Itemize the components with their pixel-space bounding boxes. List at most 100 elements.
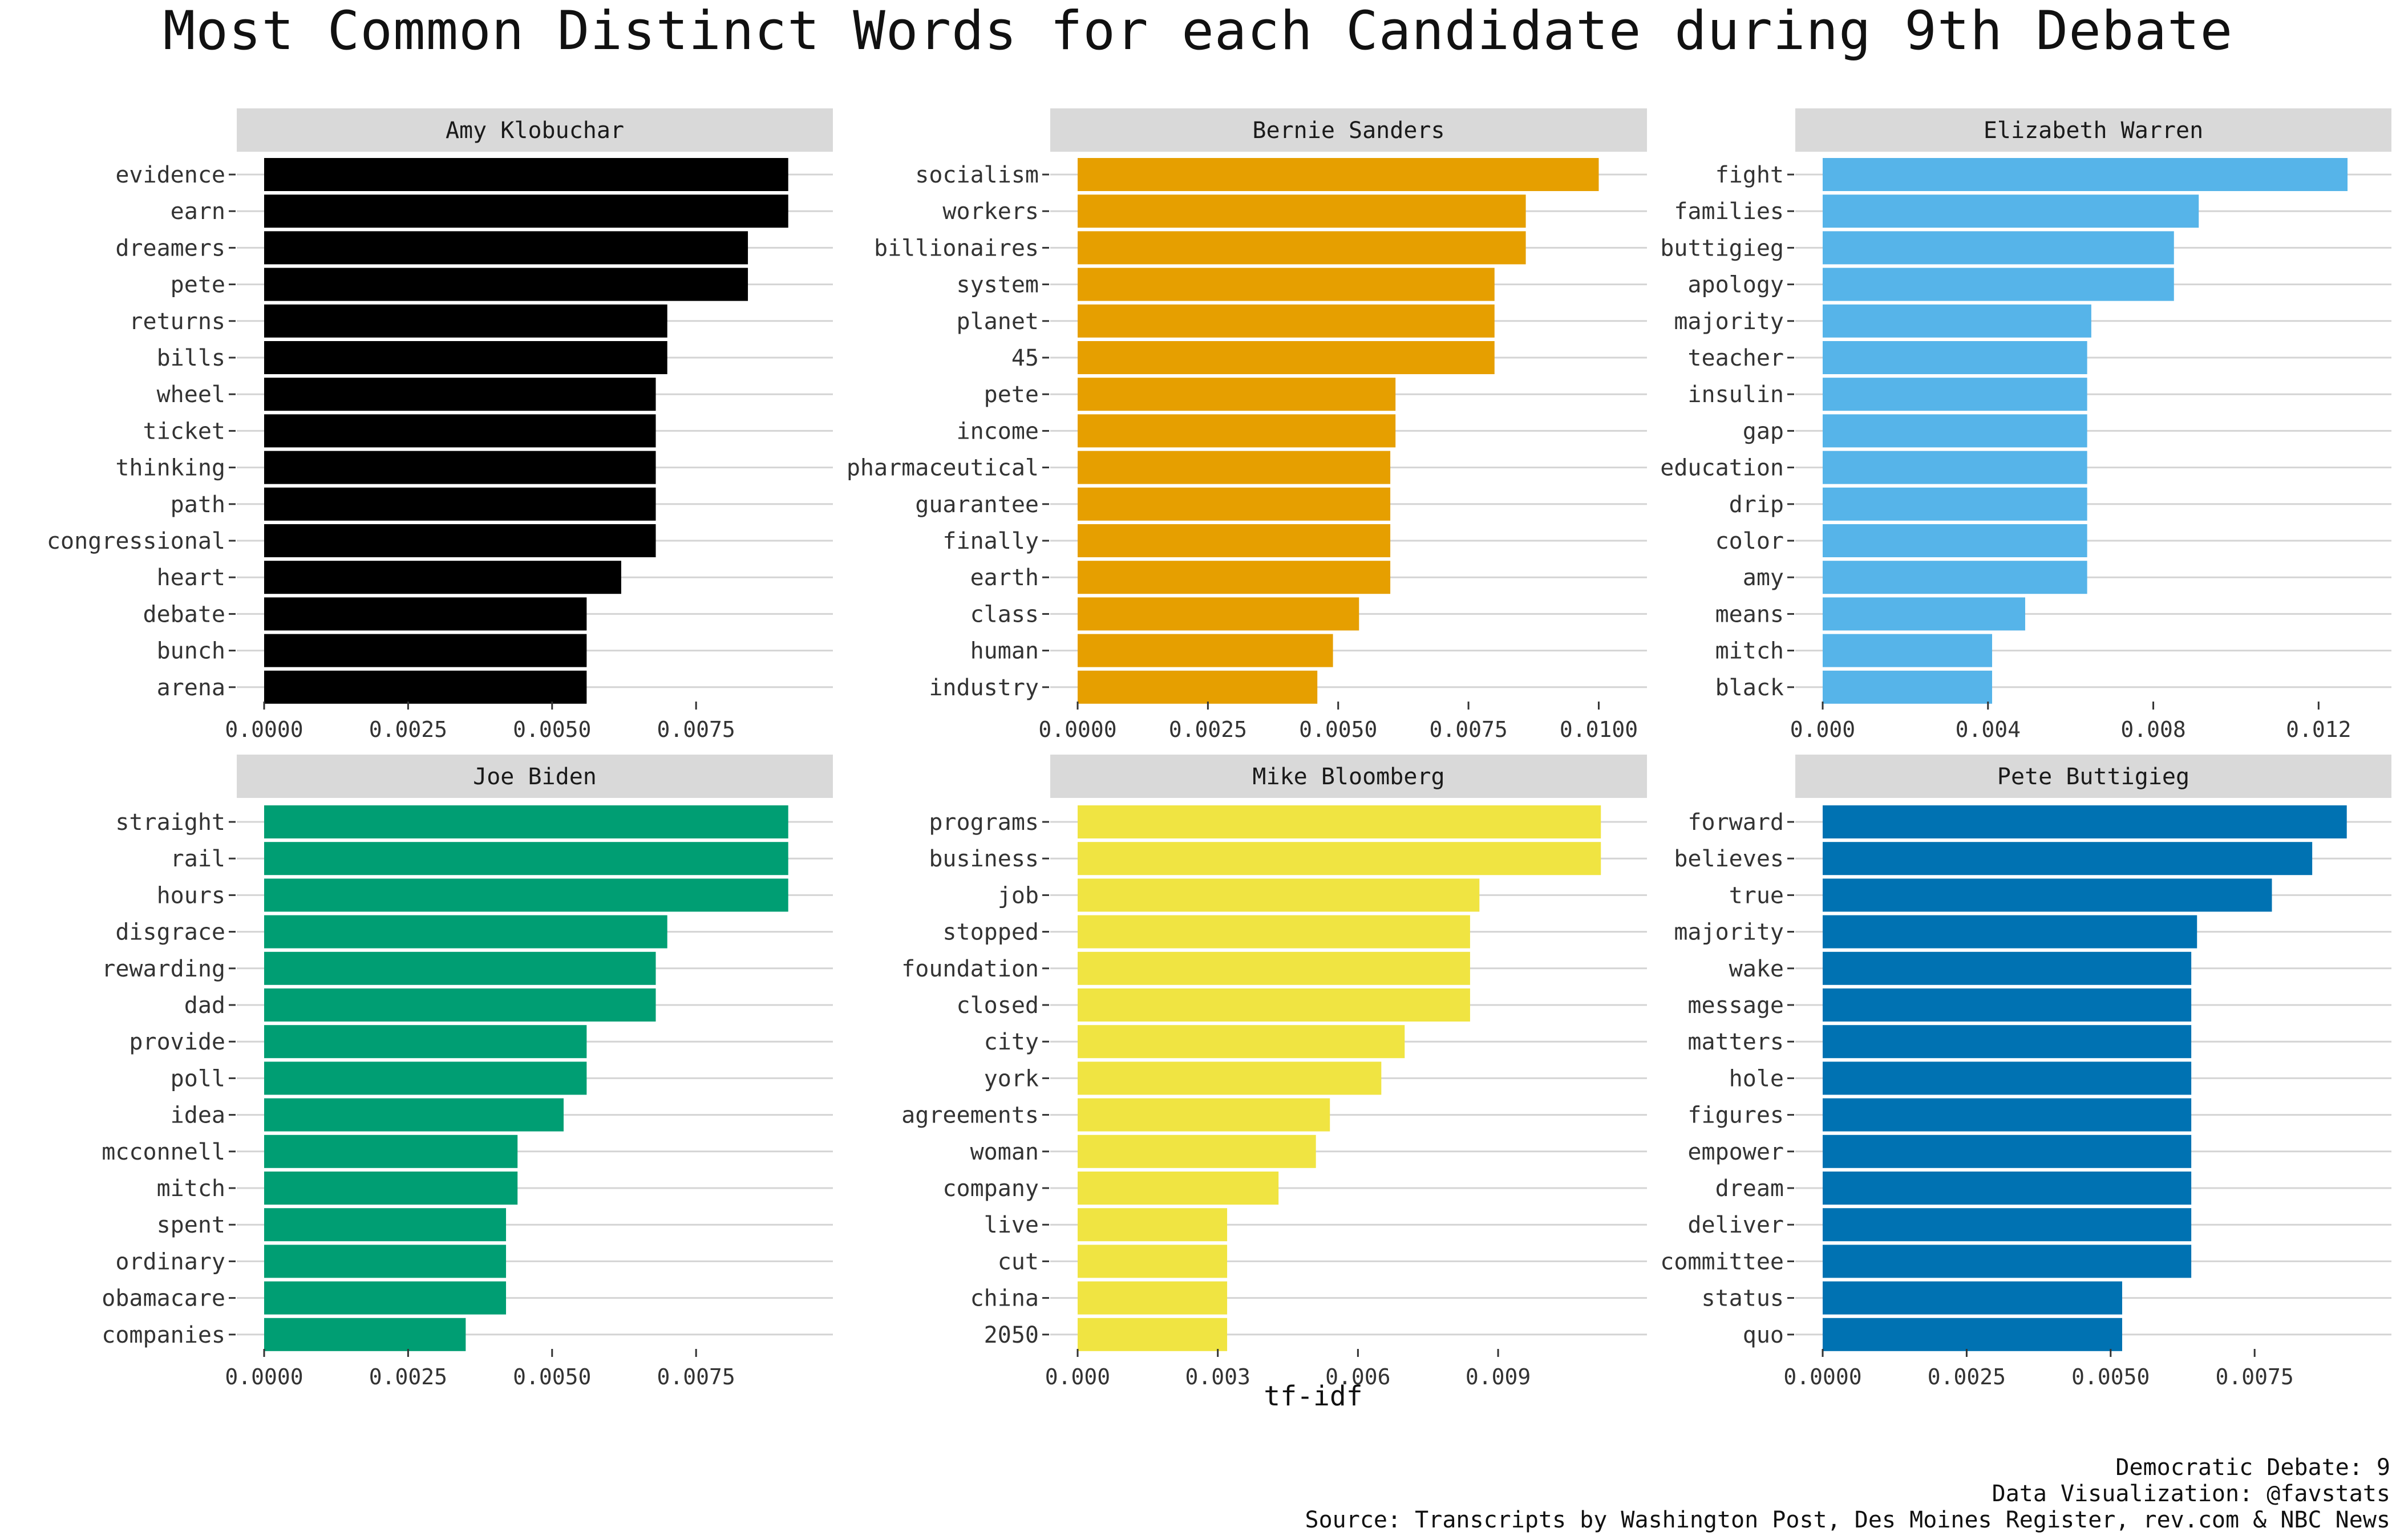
- x-tick-label: 0.0050: [513, 1364, 591, 1389]
- bar-class: [1078, 597, 1359, 631]
- bar-obamacare: [264, 1281, 507, 1315]
- y-tick-label: congressional: [47, 528, 225, 554]
- bar-pete: [1078, 378, 1396, 411]
- bar-color: [1823, 524, 2087, 557]
- y-tick-label: programs: [929, 809, 1039, 836]
- bar-dreamers: [264, 231, 748, 265]
- bar-earth: [1078, 561, 1391, 594]
- x-tick-label: 0.0025: [369, 717, 447, 742]
- bar-pete: [264, 268, 748, 301]
- bar-china: [1078, 1281, 1228, 1315]
- bar-mcconnell: [264, 1134, 518, 1168]
- y-tick-label: apology: [1687, 272, 1784, 298]
- y-tick-label: gap: [1743, 418, 1784, 444]
- bar-stopped: [1078, 915, 1470, 949]
- bar-figures: [1823, 1098, 2192, 1132]
- facet-strip-label: Mike Bloomberg: [1252, 764, 1444, 790]
- x-tick-label: 0.0100: [1560, 717, 1638, 742]
- x-tick-label: 0.009: [1466, 1364, 1531, 1389]
- bar-returns: [264, 304, 667, 338]
- bar-insulin: [1823, 378, 2087, 411]
- bar-mitch: [264, 1172, 518, 1205]
- facet-strip: [1795, 108, 2391, 152]
- y-tick-label: hole: [1729, 1065, 1784, 1092]
- x-tick-label: 0.0000: [225, 717, 303, 742]
- bar-fight: [1823, 158, 2348, 191]
- bar-york: [1078, 1061, 1382, 1095]
- y-tick-label: pete: [984, 382, 1039, 408]
- bar-committee: [1823, 1245, 2192, 1278]
- y-tick-label: earn: [171, 198, 225, 225]
- x-tick-label: 0.003: [1185, 1364, 1250, 1389]
- x-tick-label: 0.012: [2286, 717, 2351, 742]
- facet-strip-label: Pete Buttigieg: [1997, 764, 2189, 790]
- y-tick-label: idea: [171, 1103, 225, 1129]
- bar-business: [1078, 842, 1601, 876]
- y-tick-label: mitch: [1715, 638, 1784, 664]
- y-tick-label: status: [1702, 1286, 1784, 1312]
- y-tick-label: wake: [1729, 956, 1784, 982]
- x-tick-label: 0.0075: [2216, 1364, 2294, 1389]
- facet-mike-bloomberg: Mike Bloomberg programs business job stopped…: [901, 755, 1647, 1389]
- y-tick-label: closed: [957, 992, 1039, 1019]
- y-tick-label: hours: [157, 882, 225, 909]
- x-tick-label: 0.0000: [225, 1364, 303, 1389]
- y-tick-label: insulin: [1687, 382, 1784, 408]
- bar-debate: [264, 597, 587, 631]
- bar-amy: [1823, 561, 2087, 594]
- y-tick-label: agreements: [901, 1103, 1039, 1129]
- y-tick-label: debate: [143, 601, 226, 627]
- caption-line-1: Democratic Debate: 9: [2115, 1454, 2390, 1481]
- y-tick-label: mcconnell: [102, 1139, 225, 1165]
- bar-black: [1823, 670, 1993, 704]
- bar-cut: [1078, 1245, 1228, 1278]
- facet-elizabeth-warren: Elizabeth Warren fight families buttigieg ap…: [1660, 108, 2391, 742]
- x-tick-label: 0.008: [2120, 717, 2185, 742]
- y-tick-label: message: [1687, 992, 1784, 1019]
- y-tick-label: forward: [1687, 809, 1784, 836]
- facet-strip-label: Amy Klobuchar: [446, 117, 624, 144]
- bar-thinking: [264, 451, 656, 484]
- y-tick-label: dad: [184, 992, 225, 1019]
- bar-hole: [1823, 1061, 2192, 1095]
- bar-status: [1823, 1281, 2122, 1315]
- bar-straight: [264, 805, 788, 838]
- bar-earn: [264, 194, 788, 228]
- y-tick-label: black: [1715, 675, 1784, 701]
- bar-agreements: [1078, 1098, 1330, 1132]
- facet-amy-klobuchar: Amy Klobuchar evidence earn dreamers pete ret…: [47, 108, 833, 742]
- y-tick-label: disgrace: [115, 919, 225, 946]
- facet-bernie-sanders: Bernie Sanders socialism workers billionair…: [847, 108, 1647, 742]
- bar-empower: [1823, 1134, 2192, 1168]
- bar-wake: [1823, 951, 2192, 985]
- bar-poll: [264, 1061, 587, 1095]
- x-tick-label: 0.0075: [1429, 717, 1507, 742]
- bar-pharmaceutical: [1078, 451, 1391, 484]
- y-tick-label: woman: [970, 1139, 1039, 1165]
- bar-provide: [264, 1025, 587, 1059]
- y-tick-label: finally: [942, 528, 1039, 554]
- caption-line-3: Source: Transcripts by Washington Post, …: [1305, 1507, 2390, 1533]
- bar-city: [1078, 1025, 1405, 1059]
- y-tick-label: class: [970, 601, 1039, 627]
- x-tick-label: 0.0000: [1038, 717, 1116, 742]
- bar-disgrace: [264, 915, 667, 949]
- bar-buttigieg: [1823, 231, 2174, 265]
- bar-dream: [1823, 1172, 2192, 1205]
- y-tick-label: rewarding: [102, 956, 225, 982]
- caption: Democratic Debate: 9 Data Visualization:…: [1305, 1454, 2390, 1533]
- y-tick-label: companies: [102, 1322, 225, 1348]
- bar-billionaires: [1078, 231, 1526, 265]
- y-tick-label: believes: [1674, 846, 1784, 872]
- bar-companies: [264, 1318, 466, 1351]
- y-tick-label: poll: [171, 1065, 225, 1092]
- y-tick-label: committee: [1660, 1249, 1784, 1275]
- facet-pete-buttigieg: Pete Buttigieg forward believes true majorit…: [1660, 755, 2391, 1389]
- y-tick-label: bills: [157, 345, 225, 371]
- bar-matters: [1823, 1025, 2192, 1059]
- bar-guarantee: [1078, 487, 1391, 521]
- y-tick-label: thinking: [115, 455, 225, 481]
- y-tick-label: ticket: [143, 418, 226, 444]
- x-tick-label: 0.000: [1045, 1364, 1110, 1389]
